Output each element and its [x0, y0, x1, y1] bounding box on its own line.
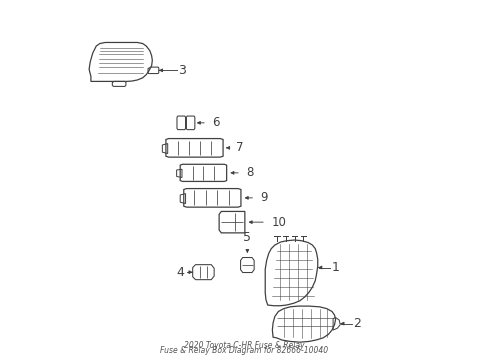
Text: 6: 6 — [212, 116, 220, 129]
Text: 8: 8 — [246, 166, 253, 179]
Text: 1: 1 — [331, 261, 339, 274]
Text: 9: 9 — [260, 192, 267, 204]
Text: Fuse & Relay Box Diagram for 82666-10040: Fuse & Relay Box Diagram for 82666-10040 — [160, 346, 328, 355]
Text: 3: 3 — [178, 64, 186, 77]
Text: 4: 4 — [176, 266, 184, 279]
Text: 5: 5 — [243, 231, 251, 244]
Text: 10: 10 — [271, 216, 285, 229]
Text: 2: 2 — [352, 317, 360, 330]
Text: 2020 Toyota C-HR Fuse & Relay: 2020 Toyota C-HR Fuse & Relay — [184, 341, 304, 350]
Text: 7: 7 — [235, 141, 243, 154]
